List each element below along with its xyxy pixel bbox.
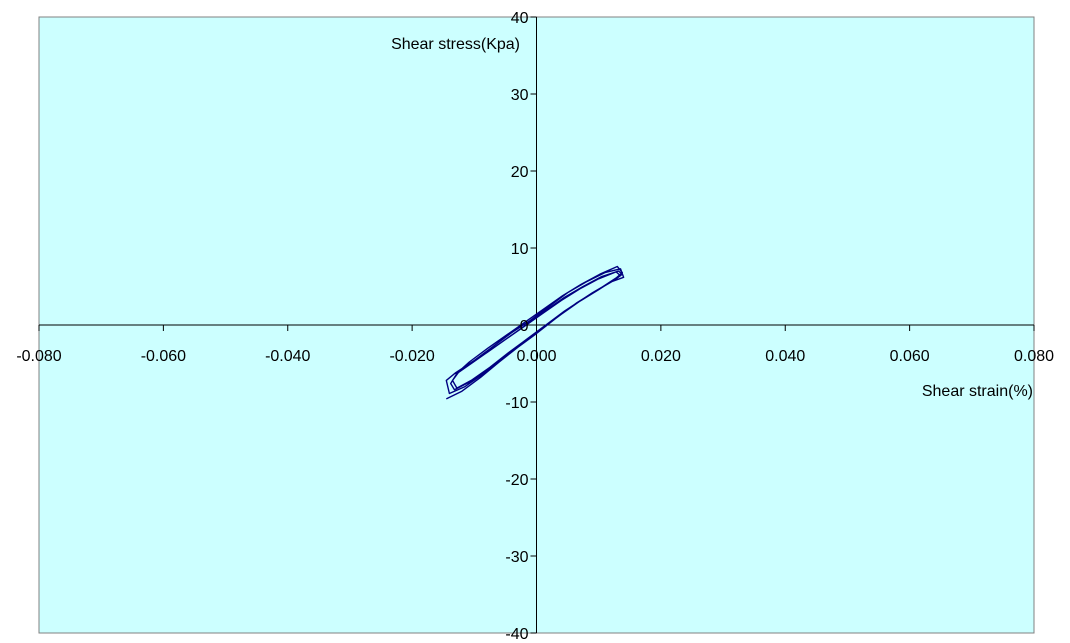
y-tick-label: -20 xyxy=(505,472,528,489)
y-tick-label: 10 xyxy=(511,241,529,258)
y-tick-label: -40 xyxy=(505,626,528,643)
x-tick-label: -0.020 xyxy=(389,348,434,365)
y-tick-label: 20 xyxy=(511,164,529,181)
tick-labels: -0.080 -0.060 -0.040 -0.020 0.000 0.020 0.040 0… xyxy=(16,10,1054,643)
x-tick-label: 0.080 xyxy=(1014,348,1054,365)
axes xyxy=(38,16,1035,634)
series-layer xyxy=(445,265,625,400)
x-axis-title: Shear strain(%) xyxy=(922,383,1033,400)
y-tick-label: -10 xyxy=(505,395,528,412)
x-tick-label: 0.040 xyxy=(765,348,805,365)
y-tick-label: 0 xyxy=(520,318,529,335)
x-tick-label: -0.040 xyxy=(265,348,310,365)
y-axis-title: Shear stress(Kpa) xyxy=(391,36,520,53)
y-tick-label: 30 xyxy=(511,87,529,104)
y-tick-label: -30 xyxy=(505,549,528,566)
x-tick-label: 0.060 xyxy=(890,348,930,365)
x-tick-label: 0.000 xyxy=(516,348,556,365)
x-tick-label: -0.080 xyxy=(16,348,61,365)
x-tick-label: -0.060 xyxy=(141,348,186,365)
y-tick-label: 40 xyxy=(511,10,529,27)
hysteresis-series-line xyxy=(445,265,625,400)
x-tick-label: 0.020 xyxy=(641,348,681,365)
